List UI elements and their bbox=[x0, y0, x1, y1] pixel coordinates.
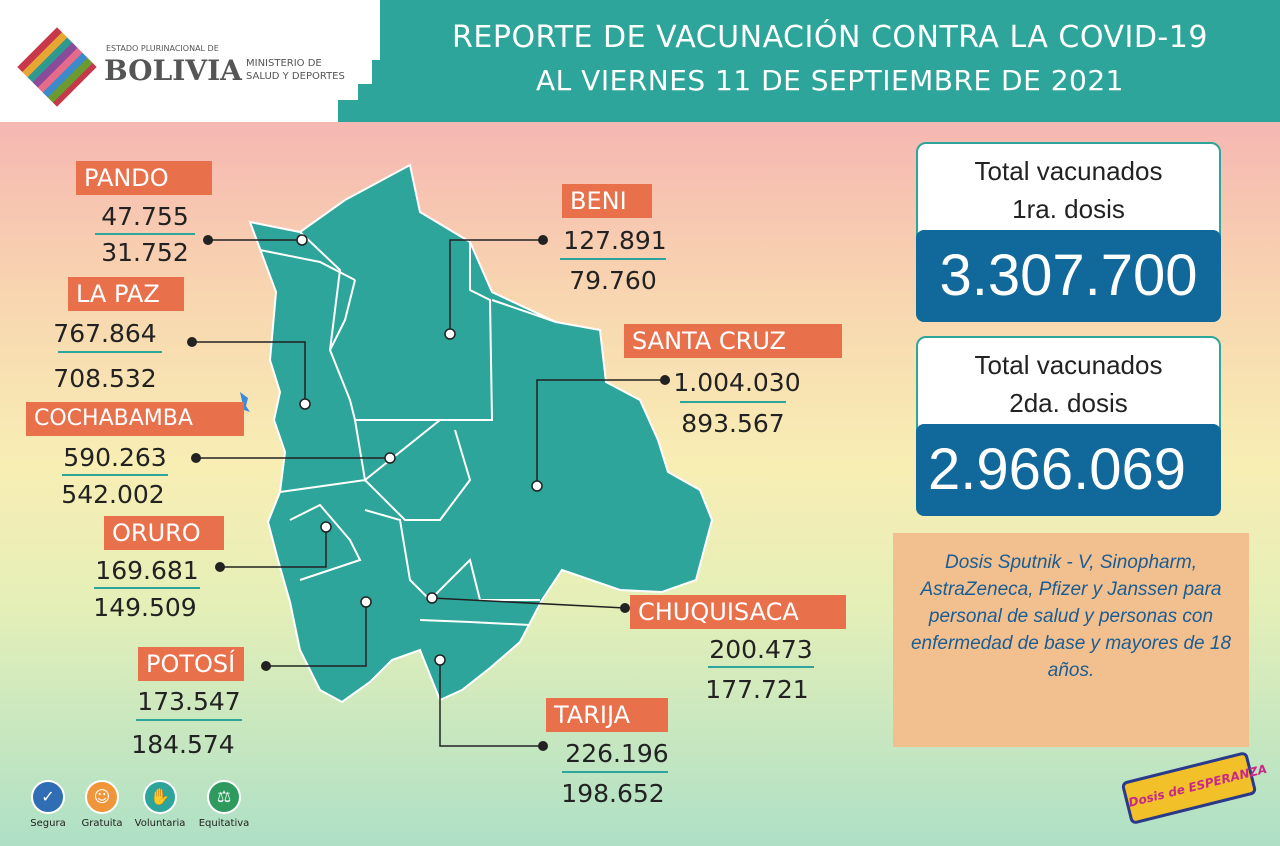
total-second-dose-card: Total vacunados 2da. dosis 2.966.069 bbox=[916, 336, 1221, 516]
scales-icon: ⚖ bbox=[207, 780, 241, 814]
badge-equitativa: ⚖ Equitativa bbox=[194, 780, 254, 829]
dept-label-cochabamba: COCHABAMBA bbox=[26, 402, 244, 436]
dept-label-chuquisaca: CHUQUISACA bbox=[630, 595, 846, 629]
dept-label-beni: BENI bbox=[562, 184, 652, 218]
badge-label: Voluntaria bbox=[134, 818, 186, 829]
dept-label-la-paz: LA PAZ bbox=[68, 277, 184, 311]
cochabamba-dose2: 542.002 bbox=[61, 480, 165, 509]
badge-label: Gratuita bbox=[81, 818, 123, 829]
cochabamba-dose1: 590.263 bbox=[63, 443, 167, 472]
la-paz-dose2: 708.532 bbox=[53, 364, 157, 393]
badge-voluntaria: ✋ Voluntaria bbox=[130, 780, 190, 829]
beni-dose2: 79.760 bbox=[569, 266, 657, 295]
total-first-dose-line2: 1ra. dosis bbox=[1012, 194, 1125, 224]
pando-dose1: 47.755 bbox=[101, 202, 189, 231]
santa-cruz-dose1: 1.004.030 bbox=[673, 368, 801, 397]
report-date: AL VIERNES 11 DE SEPTIEMBRE DE 2021 bbox=[536, 64, 1124, 97]
total-second-dose-line2: 2da. dosis bbox=[1009, 388, 1128, 418]
ministry-line2: SALUD Y DEPORTES bbox=[246, 71, 345, 82]
total-first-dose-value: 3.307.700 bbox=[916, 230, 1221, 322]
dept-label-santa-cruz: SANTA CRUZ bbox=[624, 324, 842, 358]
chuquisaca-dose2: 177.721 bbox=[705, 675, 809, 704]
ministry-line1: MINISTERIO DE bbox=[246, 58, 322, 69]
label-dots bbox=[187, 235, 670, 751]
tarija-dose1: 226.196 bbox=[565, 739, 669, 768]
total-first-dose-line1: Total vacunados bbox=[974, 156, 1163, 186]
dept-label-tarija: TARIJA bbox=[546, 698, 668, 732]
potosi-dose2: 184.574 bbox=[131, 730, 235, 759]
pando-dose2: 31.752 bbox=[101, 238, 189, 267]
report-title: REPORTE DE VACUNACIÓN CONTRA LA COVID-19 bbox=[452, 20, 1208, 55]
department-borders bbox=[259, 231, 557, 626]
bolivia-territory bbox=[248, 163, 714, 704]
oruro-dose2: 149.509 bbox=[93, 593, 197, 622]
badge-label: Equitativa bbox=[198, 818, 250, 829]
logo-area: ESTADO PLURINACIONAL DE BOLIVIA MINISTER… bbox=[0, 0, 380, 122]
oruro-dose1: 169.681 bbox=[95, 556, 199, 585]
tarija-dose2: 198.652 bbox=[561, 779, 665, 808]
capital-markers bbox=[296, 234, 543, 666]
dept-label-pando: PANDO bbox=[76, 161, 212, 195]
chuquisaca-dose1: 200.473 bbox=[709, 635, 813, 664]
raised-hand-icon: ✋ bbox=[143, 780, 177, 814]
logo-bolivia: BOLIVIA bbox=[104, 54, 242, 87]
vaccine-note: Dosis Sputnik - V, Sinopharm, AstraZenec… bbox=[893, 533, 1249, 747]
logo-small-text: ESTADO PLURINACIONAL DE bbox=[106, 44, 219, 53]
leader-lines bbox=[192, 239, 665, 747]
badge-gratuita: ☺ Gratuita bbox=[72, 780, 132, 829]
smile-icon: ☺ bbox=[85, 780, 119, 814]
dept-label-oruro: ORURO bbox=[104, 516, 224, 550]
total-second-dose-line1: Total vacunados bbox=[974, 350, 1163, 380]
badge-label: Segura bbox=[30, 818, 66, 829]
shield-check-icon: ✓ bbox=[31, 780, 65, 814]
total-first-dose-card: Total vacunados 1ra. dosis 3.307.700 bbox=[916, 142, 1221, 322]
badge-segura: ✓ Segura bbox=[18, 780, 78, 829]
potosi-dose1: 173.547 bbox=[137, 687, 241, 716]
la-paz-dose1: 767.864 bbox=[53, 319, 157, 348]
dept-label-potosi: POTOSÍ bbox=[138, 647, 244, 681]
lake-titicaca bbox=[240, 392, 250, 412]
beni-dose1: 127.891 bbox=[563, 226, 667, 255]
total-second-dose-value: 2.966.069 bbox=[916, 424, 1221, 516]
santa-cruz-dose2: 893.567 bbox=[681, 409, 785, 438]
